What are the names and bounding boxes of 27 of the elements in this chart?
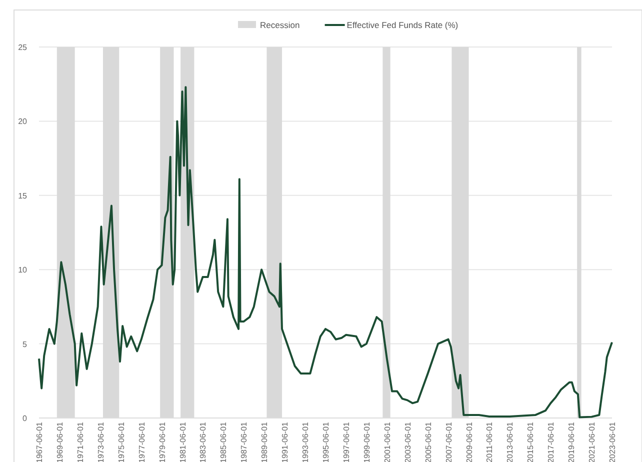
x-tick-label: 1983-06-01: [198, 421, 208, 462]
x-tick-label: 1995-06-01: [322, 421, 330, 462]
x-tick-label: 1997-06-01: [342, 421, 351, 462]
x-tick-label: 1981-06-01: [178, 421, 188, 462]
x-tick-label: 2011-06-01: [485, 421, 494, 462]
x-tick-label: 1979-06-01: [158, 421, 167, 462]
legend-label: Effective Fed Funds Rate (%): [346, 20, 458, 30]
y-tick-label: 20: [18, 117, 28, 126]
legend-label: Recession: [260, 20, 300, 30]
y-tick-label: 25: [18, 43, 28, 52]
x-tick-label: 1989-06-01: [260, 421, 270, 462]
x-tick-label: 1967-06-01: [35, 421, 44, 462]
x-tick-label: 1987-06-01: [240, 421, 249, 462]
x-tick-label: 1971-06-01: [76, 421, 85, 462]
x-tick-label: 1969-06-01: [55, 421, 64, 462]
x-tick-label: 1999-06-01: [362, 421, 372, 462]
y-tick-label: 5: [22, 340, 28, 349]
x-tick-label: 1991-06-01: [280, 421, 290, 462]
y-tick-label: 0: [22, 414, 28, 423]
y-tick-label: 15: [18, 191, 28, 200]
y-tick-label: 10: [18, 266, 28, 275]
line-series: [38, 86, 613, 418]
x-tick-label: 1973-06-01: [96, 421, 106, 462]
x-tick-label: 1985-06-01: [219, 421, 228, 462]
x-tick-label: 1977-06-01: [137, 421, 146, 462]
x-tick-label: 1975-06-01: [116, 421, 126, 462]
x-tick-label: 1993-06-01: [301, 421, 310, 462]
